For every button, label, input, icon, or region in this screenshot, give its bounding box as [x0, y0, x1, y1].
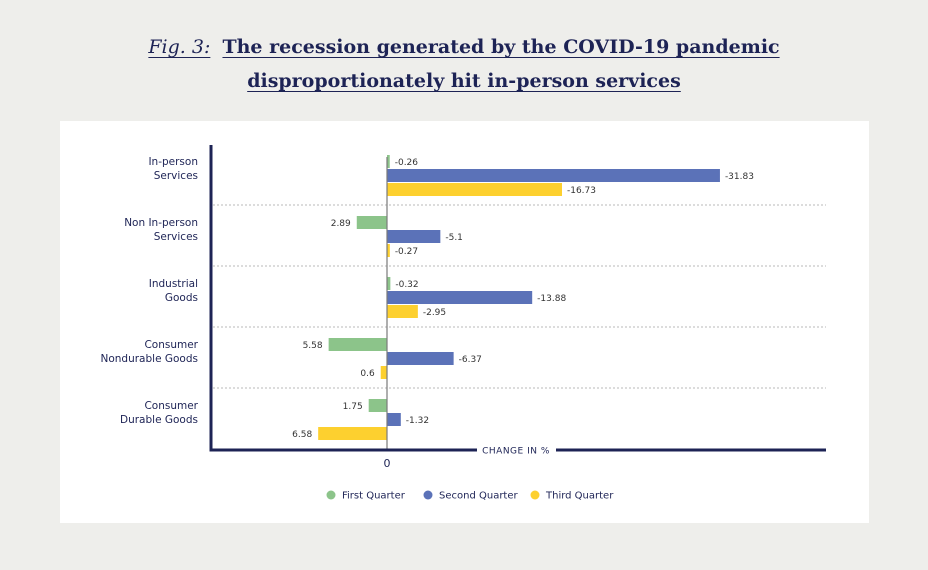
bar-second-quarter	[387, 169, 720, 182]
legend-marker	[530, 490, 540, 500]
category-label: In-person Services	[148, 156, 198, 182]
legend-label: First Quarter	[342, 491, 406, 502]
category-label: Consumer Nondurable Goods	[100, 339, 198, 365]
data-label: -5.1	[445, 233, 463, 243]
bar-second-quarter	[387, 230, 441, 243]
data-label: 6.58	[292, 430, 312, 440]
bar-second-quarter	[387, 352, 454, 365]
data-label: -0.27	[395, 247, 418, 257]
bar-third-quarter	[380, 366, 387, 379]
bar-second-quarter	[387, 291, 533, 304]
data-label: -0.26	[395, 158, 419, 168]
bar-third-quarter	[387, 183, 562, 196]
data-label: -6.37	[459, 355, 482, 365]
data-label: -16.73	[567, 186, 596, 196]
category-label: Consumer Durable Goods	[120, 400, 199, 426]
legend-label: Second Quarter	[439, 491, 519, 502]
data-label: 2.89	[331, 219, 351, 229]
bar-third-quarter	[318, 427, 387, 440]
data-label: 0.6	[360, 369, 375, 379]
bar-first-quarter	[328, 338, 387, 351]
bar-third-quarter	[387, 244, 390, 257]
data-label: -31.83	[725, 172, 754, 182]
bar-third-quarter	[387, 305, 418, 318]
legend-marker	[423, 490, 433, 500]
chart-card: In-person Services -0.26 -31.83 -16.73 Non In…	[60, 121, 869, 523]
data-label: -2.95	[423, 308, 446, 318]
data-label: -1.32	[406, 416, 429, 426]
data-label: 5.58	[303, 341, 323, 351]
title-text-line-2: disproportionately hit in-person service…	[247, 70, 681, 92]
x-axis-label: CHANGE IN %	[482, 447, 550, 457]
legend-marker	[326, 490, 336, 500]
bar-chart: In-person Services -0.26 -31.83 -16.73 Non In…	[100, 145, 826, 502]
bar-first-quarter	[356, 216, 387, 229]
chart-title: Fig. 3: The recession generated by the C…	[0, 30, 928, 98]
bar-first-quarter	[387, 155, 390, 168]
data-label: 1.75	[343, 402, 363, 412]
category-label: Non In-person Services	[124, 217, 198, 243]
figure-label: Fig. 3:	[148, 36, 211, 58]
bar-first-quarter	[387, 277, 391, 290]
x-tick-label: 0	[384, 457, 391, 470]
category-label: Industrial Goods	[149, 278, 198, 304]
bar-first-quarter	[368, 399, 387, 412]
title-text-line-1: The recession generated by the COVID-19 …	[222, 36, 780, 58]
bar-second-quarter	[387, 413, 401, 426]
title-line-1: Fig. 3: The recession generated by the C…	[0, 30, 928, 64]
title-line-2: disproportionately hit in-person service…	[0, 64, 928, 98]
legend-label: Third Quarter	[545, 491, 614, 502]
data-label: -13.88	[537, 294, 566, 304]
data-label: -0.32	[395, 280, 418, 290]
